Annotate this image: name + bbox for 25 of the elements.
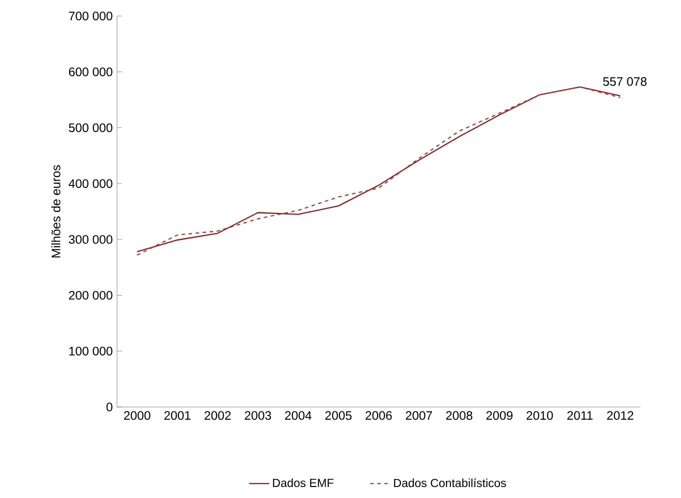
x-tick-label: 2009: [486, 411, 513, 420]
legend-label: Dados EMF: [273, 478, 334, 488]
x-tick-label: 2003: [244, 411, 272, 420]
x-tick-label: 2006: [366, 411, 392, 420]
data-label: 557 078: [603, 77, 647, 86]
x-tick-label: 2004: [285, 411, 312, 420]
y-axis-title: Milhões de euros: [51, 165, 60, 258]
y-tick-label: 400 000: [68, 179, 112, 188]
x-tick-label: 2007: [406, 411, 432, 420]
x-tick-label: 2002: [204, 411, 231, 420]
x-tick-label: 2011: [567, 411, 593, 420]
x-tick-label: 2005: [325, 411, 352, 420]
y-tick-label: 0: [106, 402, 112, 412]
x-tick-label: 2000: [124, 411, 150, 420]
y-tick-label: 200 000: [69, 290, 112, 300]
x-tick-label: 2001: [164, 411, 190, 420]
x-tick-label: 2008: [446, 411, 472, 420]
y-tick-label: 300 000: [68, 235, 112, 244]
y-tick-label: 500 000: [68, 123, 112, 132]
x-tick-label: 2010: [526, 411, 553, 420]
legend-label: Dados Contabilísticos: [394, 478, 506, 488]
x-tick-label: 2012: [607, 411, 634, 420]
y-tick-label: 700 000: [69, 12, 112, 20]
y-tick-label: 100 000: [69, 346, 112, 356]
y-tick-label: 600 000: [69, 68, 112, 76]
